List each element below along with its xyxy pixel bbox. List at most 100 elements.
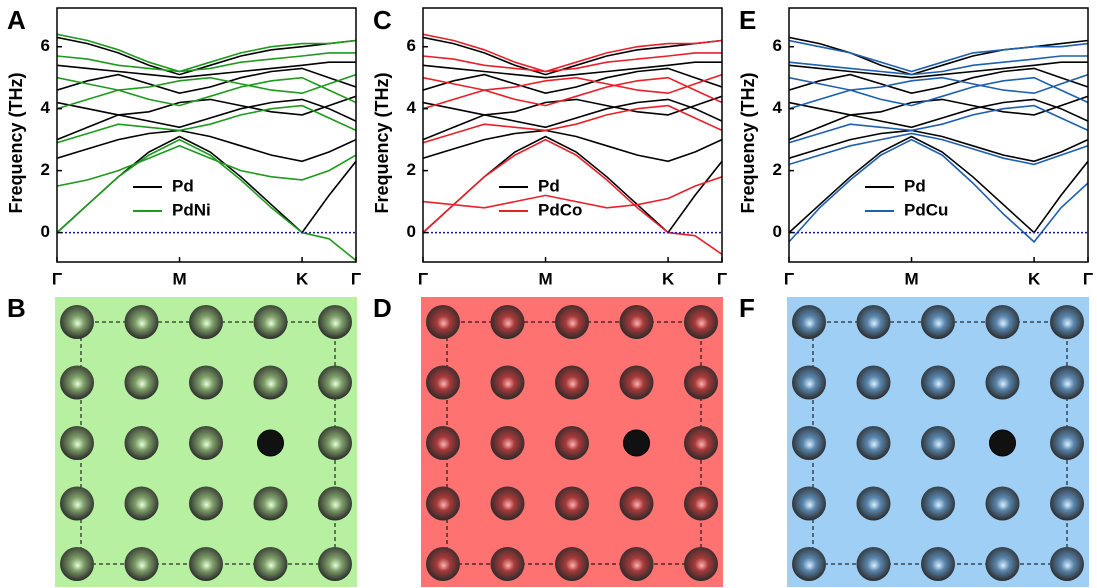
- x-tick-label: Γ: [717, 269, 727, 288]
- pd-atom: [318, 305, 352, 339]
- pd-atom: [857, 547, 891, 581]
- band-line: [789, 62, 1088, 77]
- pd-atom: [189, 547, 223, 581]
- pd-atom: [620, 487, 654, 521]
- pd-atom: [555, 487, 589, 521]
- pd-atom: [189, 426, 223, 460]
- x-tick-label: Γ: [351, 269, 361, 288]
- pd-atom: [189, 305, 223, 339]
- pd-atom: [426, 487, 460, 521]
- band-line: [57, 53, 356, 72]
- legend-label: Pd: [904, 176, 926, 195]
- pd-atom: [620, 305, 654, 339]
- band-line: [57, 146, 356, 186]
- pd-atom: [986, 487, 1020, 521]
- pd-atom: [555, 305, 589, 339]
- pd-atom: [792, 487, 826, 521]
- pd-atom: [684, 305, 718, 339]
- pd-atom: [125, 426, 159, 460]
- pd-atom: [921, 305, 955, 339]
- x-tick-label: Γ: [418, 269, 428, 288]
- pd-atom: [60, 487, 94, 521]
- y-tick-label: 2: [407, 160, 416, 179]
- legend-label: Pd: [172, 176, 194, 195]
- pd-atom: [254, 487, 288, 521]
- pd-atom: [491, 547, 525, 581]
- pd-atom: [986, 366, 1020, 400]
- pd-atom: [1050, 547, 1084, 581]
- panel-label: C: [373, 5, 392, 35]
- panel-label: F: [739, 293, 755, 323]
- pd-atom: [189, 487, 223, 521]
- pd-atom: [684, 366, 718, 400]
- panel-label: B: [7, 293, 26, 323]
- y-tick-label: 0: [41, 222, 50, 241]
- pd-atom: [426, 426, 460, 460]
- band-line: [423, 78, 722, 109]
- pd-atom: [426, 547, 460, 581]
- y-tick-label: 4: [41, 98, 51, 117]
- pd-atom: [491, 487, 525, 521]
- pd-atom: [491, 305, 525, 339]
- pd-atom: [318, 547, 352, 581]
- y-axis-label: Frequency (THz): [738, 72, 758, 213]
- x-tick-label: M: [538, 269, 552, 288]
- pd-atom: [684, 426, 718, 460]
- pd-atom: [426, 305, 460, 339]
- band-line: [423, 130, 722, 161]
- pd-atom: [620, 366, 654, 400]
- x-tick-label: Γ: [1083, 269, 1093, 288]
- band-line: [789, 130, 1088, 161]
- band-line: [423, 99, 722, 139]
- x-tick-label: Γ: [784, 269, 794, 288]
- pd-atom: [60, 305, 94, 339]
- band-line: [423, 96, 722, 115]
- pd-atom: [986, 305, 1020, 339]
- y-tick-label: 6: [773, 36, 782, 55]
- pd-atom: [1050, 366, 1084, 400]
- pd-atom: [125, 366, 159, 400]
- pd-atom: [426, 366, 460, 400]
- band-line: [423, 62, 722, 77]
- pd-atom: [857, 426, 891, 460]
- pd-atom: [555, 426, 589, 460]
- band-line: [423, 53, 722, 72]
- y-axis-label: Frequency (THz): [6, 72, 26, 213]
- legend-label: PdCu: [904, 200, 948, 219]
- pd-atom: [555, 547, 589, 581]
- y-tick-label: 6: [407, 36, 416, 55]
- pd-atom: [254, 547, 288, 581]
- pd-atom: [318, 426, 352, 460]
- pd-atom: [792, 426, 826, 460]
- band-line: [789, 78, 1088, 109]
- figure: AFrequency (THz)0246ΓMKΓPdPdNiCFrequency…: [0, 0, 1097, 588]
- pd-atom: [857, 487, 891, 521]
- x-tick-label: Γ: [52, 269, 62, 288]
- dopant-atom: [258, 430, 284, 456]
- pd-atom: [921, 487, 955, 521]
- pd-atom: [491, 366, 525, 400]
- pd-atom: [60, 366, 94, 400]
- y-tick-label: 4: [773, 98, 783, 117]
- pd-atom: [986, 547, 1020, 581]
- pd-atom: [125, 487, 159, 521]
- y-tick-label: 0: [407, 222, 416, 241]
- y-tick-label: 4: [407, 98, 417, 117]
- y-tick-label: 0: [773, 222, 782, 241]
- pd-atom: [1050, 487, 1084, 521]
- dopant-atom: [990, 430, 1016, 456]
- pd-atom: [60, 426, 94, 460]
- pd-atom: [254, 305, 288, 339]
- band-line: [57, 96, 356, 115]
- band-line: [789, 134, 1088, 165]
- band-line: [57, 99, 356, 139]
- x-tick-label: M: [904, 269, 918, 288]
- panel-label: A: [7, 5, 26, 35]
- pd-atom: [254, 366, 288, 400]
- legend-label: PdCo: [538, 200, 582, 219]
- pd-atom: [1050, 426, 1084, 460]
- pd-atom: [684, 487, 718, 521]
- pd-atom: [921, 366, 955, 400]
- x-tick-label: M: [172, 269, 186, 288]
- legend-label: Pd: [538, 176, 560, 195]
